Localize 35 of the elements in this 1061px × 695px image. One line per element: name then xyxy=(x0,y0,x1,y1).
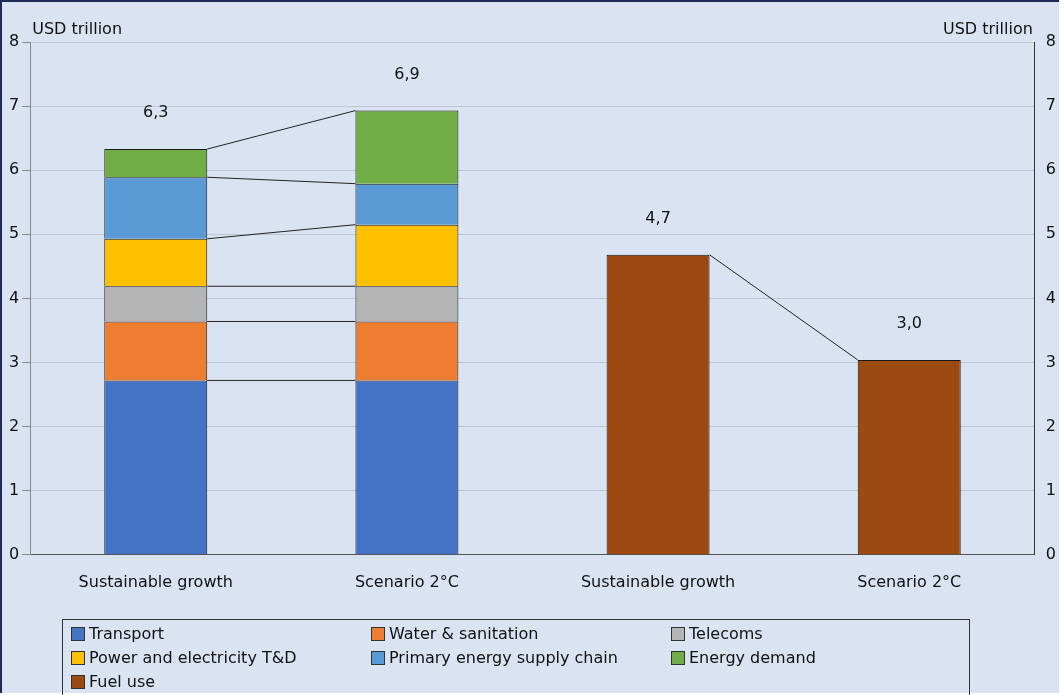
legend-label: Primary energy supply chain xyxy=(388,647,619,669)
total-label: 6,3 xyxy=(143,102,169,122)
y2-tick-label: 5 xyxy=(1045,223,1057,243)
y-tick-label: 2 xyxy=(8,415,20,435)
y-tick-label: 6 xyxy=(8,159,20,179)
y-tick-label: 8 xyxy=(8,31,20,51)
y-tick-label: 0 xyxy=(8,543,20,563)
x-tick-label: Sustainable growth xyxy=(78,571,233,591)
legend-label: Power and electricity T&D xyxy=(88,647,298,669)
legend-label: Fuel use xyxy=(88,671,157,693)
x-tick-label: Sustainable growth xyxy=(580,571,736,591)
y-tick-label: 3 xyxy=(8,351,20,371)
y2-tick-label: 7 xyxy=(1045,95,1057,115)
x-tick-label: Scenario 2°C xyxy=(354,571,459,591)
legend-label: Water & sanitation xyxy=(388,623,540,645)
y2-tick-label: 2 xyxy=(1045,415,1057,435)
y2-tick-label: 4 xyxy=(1045,287,1057,307)
legend-label: Telecoms xyxy=(688,623,764,645)
legend-label: Transport xyxy=(88,623,166,645)
y2-tick-label: 0 xyxy=(1045,543,1057,563)
legend-label: Energy demand xyxy=(688,647,817,669)
y2-tick-label: 1 xyxy=(1045,479,1057,499)
total-label: 4,7 xyxy=(645,207,671,227)
x-tick-label: Scenario 2°C xyxy=(857,571,962,591)
y2-tick-label: 3 xyxy=(1045,351,1057,371)
y-tick-label: 4 xyxy=(8,287,20,307)
y2-axis-title: USD trillion xyxy=(942,19,1033,39)
y-tick-label: 7 xyxy=(8,95,20,115)
total-label: 6,9 xyxy=(394,63,420,83)
y2-tick-label: 8 xyxy=(1045,31,1057,51)
total-label: 3,0 xyxy=(896,313,922,333)
y-tick-label: 1 xyxy=(8,479,20,499)
y2-tick-label: 6 xyxy=(1045,159,1057,179)
y-tick-label: 5 xyxy=(8,223,20,243)
y-axis-title: USD trillion xyxy=(32,19,123,39)
